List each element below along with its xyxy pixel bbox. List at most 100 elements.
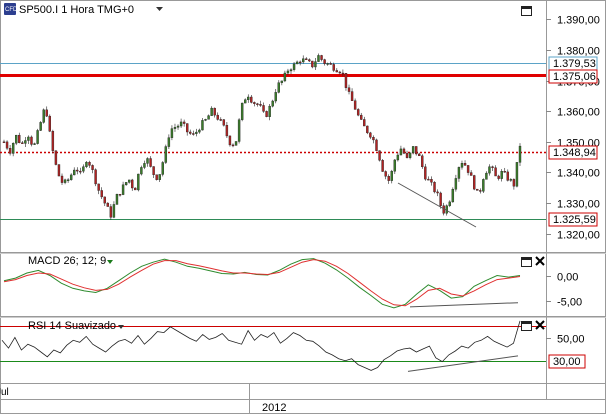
chart-title[interactable]: SP500.I 1 Hora TMG+0: [19, 4, 134, 16]
candle: [500, 169, 503, 182]
title-dropdown-icon[interactable]: [156, 7, 163, 11]
candle: [338, 70, 342, 75]
candle: [378, 150, 381, 162]
rsi-lower-label: 30,00: [548, 354, 586, 369]
maximize-icon[interactable]: [521, 6, 532, 16]
candle: [152, 166, 155, 178]
candle: [408, 152, 412, 160]
candle: [207, 114, 210, 120]
candle: [268, 104, 271, 121]
candle: [91, 164, 94, 174]
price-tick-label: 1.390,00: [557, 15, 600, 27]
candle: [88, 160, 91, 168]
candle: [143, 160, 146, 170]
candle: [33, 142, 36, 146]
rsi-tick-label: 50,00: [557, 334, 585, 346]
price-label-top-channel-text: 1.379,53: [553, 58, 596, 70]
candle: [329, 61, 332, 65]
candle: [399, 145, 403, 156]
candle: [60, 173, 64, 185]
price-tick-label: 1.360,00: [557, 107, 600, 119]
candle: [118, 194, 122, 197]
candlestick-series: [2, 53, 522, 220]
candle: [15, 134, 18, 146]
candle: [469, 170, 473, 176]
candle: [48, 114, 51, 133]
trendline-rsi[interactable]: [407, 355, 519, 372]
time-label-year: 2012: [262, 402, 286, 414]
rsi-maximize-icon[interactable]: [521, 321, 532, 331]
macd-title[interactable]: MACD 26; 12; 9: [28, 255, 106, 267]
candle: [302, 55, 305, 64]
candle: [460, 160, 464, 170]
candle: [439, 191, 442, 209]
rsi-line[interactable]: [1, 320, 521, 371]
candle: [308, 58, 311, 62]
candle: [76, 167, 79, 175]
candle: [222, 118, 226, 127]
candle: [140, 165, 143, 176]
candle: [463, 160, 467, 166]
candle: [198, 128, 201, 134]
candle: [176, 124, 180, 130]
candle: [127, 179, 131, 184]
candle: [27, 135, 30, 145]
signal-line[interactable]: [3, 259, 521, 307]
candle: [97, 183, 100, 195]
candle: [515, 162, 519, 188]
candle: [451, 187, 455, 203]
candle: [24, 137, 27, 147]
candle: [256, 102, 259, 107]
macd-dropdown-icon[interactable]: [107, 260, 113, 264]
candle: [262, 102, 265, 113]
rsi-close-icon[interactable]: [535, 320, 545, 330]
candle: [274, 88, 277, 104]
macd-maximize-icon[interactable]: [521, 257, 532, 267]
candle: [473, 174, 476, 191]
price-label-current-text: 1.348,94: [553, 147, 596, 159]
trendline-macd[interactable]: [409, 302, 519, 308]
candle: [51, 129, 55, 154]
price-label-resistance-text: 1.375,06: [553, 71, 596, 83]
candle: [5, 140, 9, 151]
candle: [170, 125, 174, 141]
macd-tick-label: 0,00: [557, 272, 578, 284]
candle: [506, 169, 509, 182]
candle: [66, 178, 70, 183]
candle: [167, 134, 171, 149]
candle: [387, 174, 390, 184]
candle: [11, 142, 15, 157]
rsi-title[interactable]: RSI 14 Suavizado: [28, 320, 116, 332]
candle: [231, 143, 235, 148]
candle: [466, 165, 470, 176]
candle: [158, 174, 161, 182]
candle: [518, 143, 522, 166]
candle: [485, 171, 488, 180]
candle: [414, 146, 418, 156]
trendline-price[interactable]: [397, 182, 477, 228]
candle: [189, 129, 192, 135]
candle: [73, 167, 76, 176]
candle: [103, 196, 106, 207]
price-tick-label: 1.380,00: [557, 46, 600, 58]
candle: [418, 152, 421, 157]
price-tick-label: 1.320,00: [557, 230, 600, 242]
price-label-support-text: 1.325,59: [553, 214, 596, 226]
candle: [311, 60, 314, 69]
candle: [8, 145, 12, 156]
candle: [372, 135, 375, 144]
candle: [366, 125, 369, 135]
macd-close-icon[interactable]: [535, 256, 545, 266]
candle: [479, 188, 482, 194]
candle: [405, 150, 409, 159]
candle: [161, 161, 164, 177]
candle: [317, 53, 320, 62]
candle: [115, 193, 119, 205]
candle: [402, 147, 406, 155]
symbol-icon: CFD: [4, 3, 18, 15]
candle: [421, 154, 424, 169]
candle: [280, 80, 284, 86]
candle: [36, 128, 39, 145]
rsi-dropdown-icon[interactable]: [118, 325, 124, 329]
